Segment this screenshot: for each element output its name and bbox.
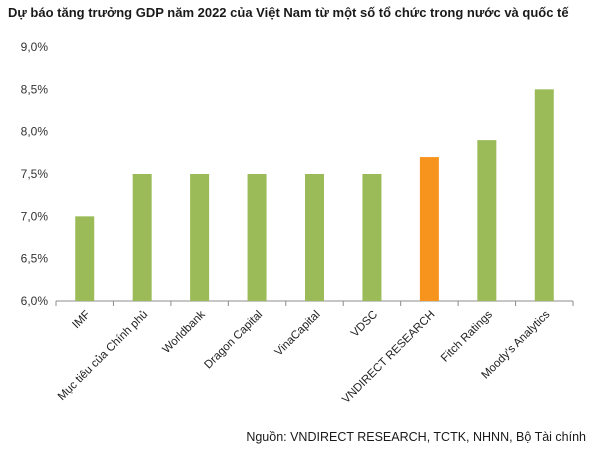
bar xyxy=(477,140,497,301)
bar xyxy=(132,174,152,301)
bar xyxy=(305,174,324,301)
x-tick-label: Dragon Capital xyxy=(202,309,265,372)
bar xyxy=(75,216,95,301)
chart-title-text: Dự báo tăng trưởng GDP năm 2022 của Việt… xyxy=(8,5,569,20)
bar xyxy=(362,174,382,301)
bar xyxy=(190,174,210,301)
y-tick-label: 7,0% xyxy=(21,209,49,223)
y-tick-label: 7,5% xyxy=(21,167,49,181)
chart-title: Dự báo tăng trưởng GDP năm 2022 của Việt… xyxy=(8,4,592,21)
x-tick-label: IMF xyxy=(70,309,92,331)
y-tick-label: 9,0% xyxy=(21,40,49,54)
bar xyxy=(534,89,554,301)
x-tick-label: VDSC xyxy=(349,309,380,340)
y-tick-label: 8,5% xyxy=(21,82,49,96)
x-tick-label: VNDIRECT RESEARCH xyxy=(340,309,437,406)
y-tick-label: 6,0% xyxy=(21,294,49,308)
x-tick-label: Worldbank xyxy=(161,308,208,355)
y-tick-label: 6,5% xyxy=(21,252,49,266)
source-note: Nguồn: VNDIRECT RESEARCH, TCTK, NHNN, Bộ… xyxy=(246,430,586,444)
y-tick-label: 8,0% xyxy=(21,125,49,139)
bar xyxy=(247,174,267,301)
x-tick-label: Fitch Ratings xyxy=(439,308,495,364)
x-tick-label: VinaCapital xyxy=(273,309,323,359)
bar xyxy=(419,157,439,301)
